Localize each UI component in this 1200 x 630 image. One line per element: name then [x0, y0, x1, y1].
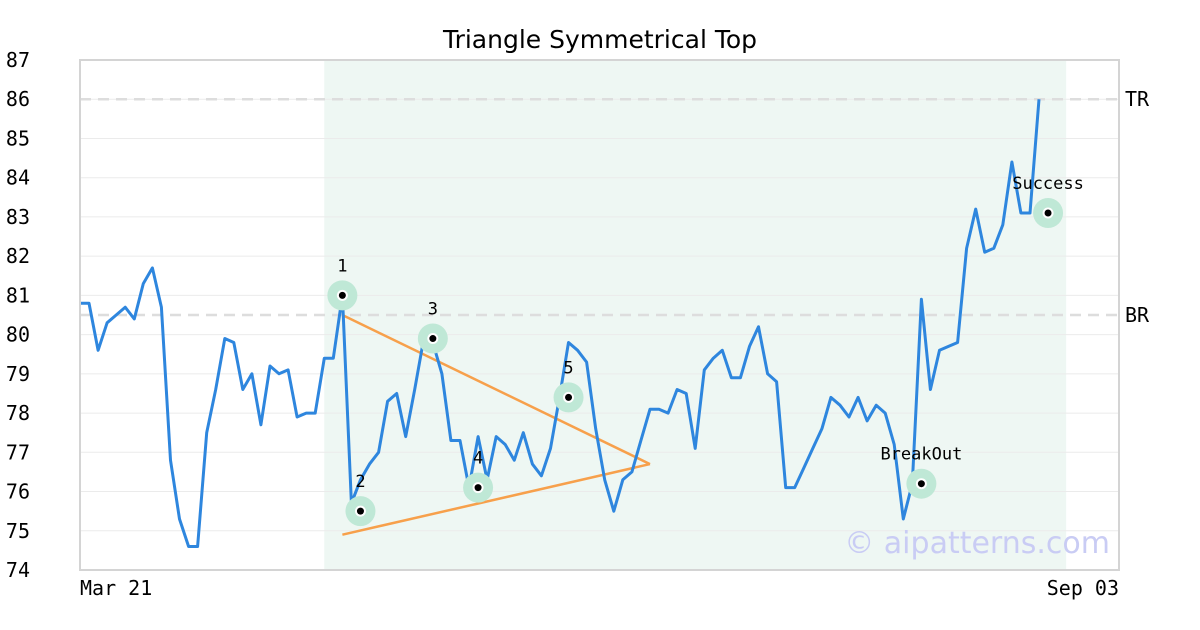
- pattern-markers: 1 2 3 4 5 BreakOut Success: [327, 174, 1084, 527]
- marker-dot: [338, 291, 346, 299]
- y-tick-label: 82: [6, 244, 30, 268]
- triangle-lower-line: [342, 462, 651, 536]
- y-tick-label: 75: [6, 519, 30, 543]
- level-lines: TR BR: [80, 87, 1150, 327]
- marker-label: 1: [337, 256, 347, 276]
- marker-label: Success: [1012, 174, 1084, 194]
- y-tick-label: 83: [6, 205, 30, 229]
- chart-title: Triangle Symmetrical Top: [442, 25, 757, 54]
- y-tick-label: 78: [6, 401, 30, 425]
- marker-dot: [1044, 209, 1052, 217]
- plot-frame: [79, 59, 1120, 571]
- y-axis-ticks: 74 75 76 77 78 79 80 81 82 83 84 85 86 87: [6, 48, 30, 582]
- marker-label: 4: [473, 449, 483, 469]
- watermark: © aipatterns.com: [844, 526, 1110, 561]
- marker-dot: [356, 507, 364, 515]
- x-tick-start: Mar 21: [80, 576, 152, 600]
- level-label-tr: TR: [1125, 87, 1150, 111]
- y-tick-label: 85: [6, 126, 30, 150]
- marker-label: BreakOut: [880, 445, 962, 465]
- marker-label: 2: [355, 472, 365, 492]
- marker-label: 3: [428, 300, 438, 320]
- marker-label: 5: [563, 358, 573, 378]
- y-tick-label: 74: [6, 558, 30, 582]
- y-tick-label: 81: [6, 283, 30, 307]
- y-tick-label: 79: [6, 362, 30, 386]
- marker-dot: [565, 393, 573, 401]
- y-tick-label: 87: [6, 48, 30, 72]
- y-tick-label: 80: [6, 323, 30, 347]
- y-tick-label: 77: [6, 440, 30, 464]
- x-tick-end: Sep 03: [1047, 576, 1119, 600]
- level-label-br: BR: [1125, 303, 1150, 327]
- y-tick-label: 86: [6, 87, 30, 111]
- marker-dot: [917, 480, 925, 488]
- marker-dot: [474, 484, 482, 492]
- marker-dot: [429, 335, 437, 343]
- y-tick-label: 76: [6, 480, 30, 504]
- y-tick-label: 84: [6, 166, 30, 190]
